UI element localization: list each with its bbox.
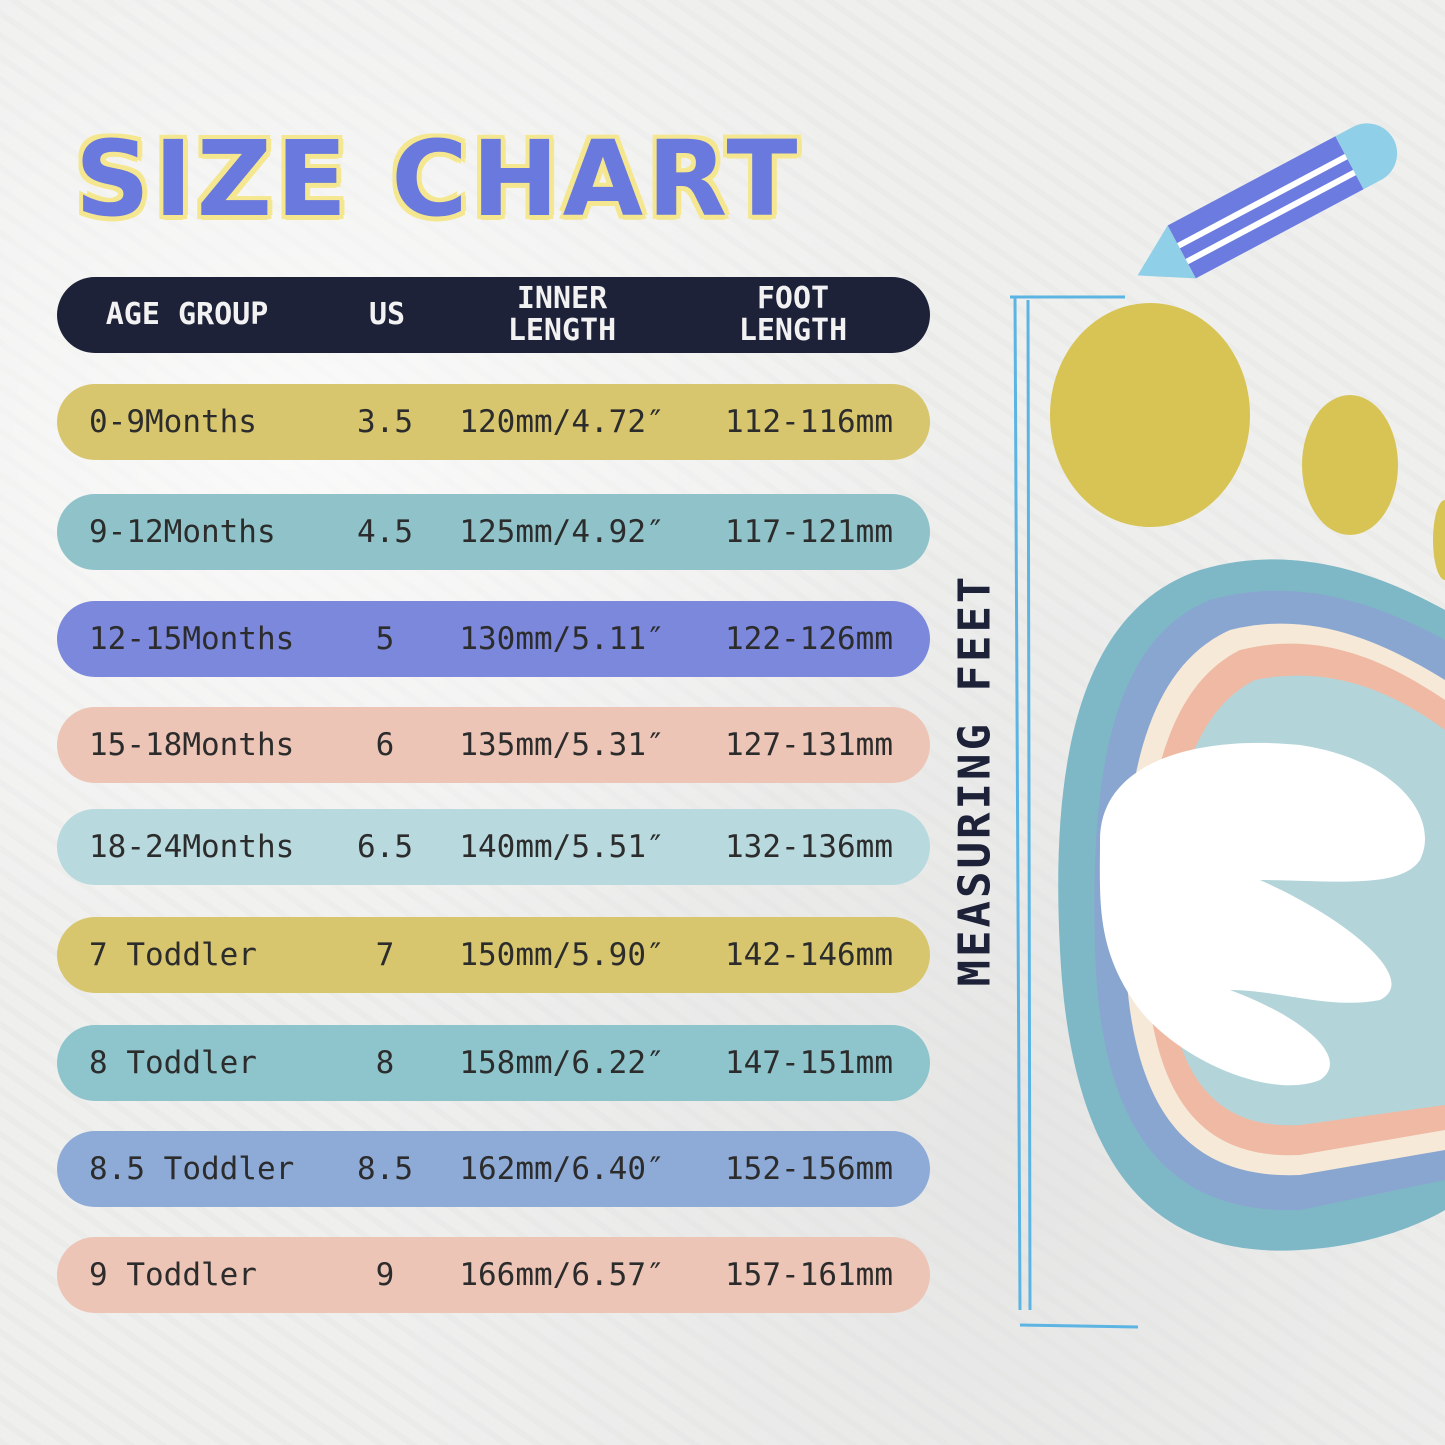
toe-2	[1302, 395, 1398, 535]
inner-length-cell: 150mm/5.90″	[459, 937, 665, 973]
table-row: 0-9Months 3.5 120mm/4.72″ 112-116mm	[57, 384, 930, 460]
toe-big	[1050, 303, 1250, 527]
inner-length-cell: 125mm/4.92″	[459, 514, 665, 550]
us-cell: 9	[375, 1257, 395, 1293]
inner-length-cell: 135mm/5.31″	[459, 727, 665, 763]
measuring-feet-label: MEASURING FEET	[949, 573, 1001, 987]
inner-length-cell: 120mm/4.72″	[459, 404, 665, 440]
pencil-icon	[1137, 123, 1398, 279]
page-title: SIZE CHART	[75, 118, 802, 240]
table-row: 12-15Months 5 130mm/5.11″ 122-126mm	[57, 601, 930, 677]
table-row: 9-12Months 4.5 125mm/4.92″ 117-121mm	[57, 494, 930, 570]
us-cell: 3.5	[357, 404, 413, 440]
header-age-group: AGE GROUP	[105, 297, 269, 332]
foot-length-cell: 142-146mm	[725, 937, 893, 973]
us-cell: 8	[375, 1045, 395, 1081]
table-row: 7 Toddler 7 150mm/5.90″ 142-146mm	[57, 917, 930, 993]
foot-length-cell: 147-151mm	[725, 1045, 893, 1081]
header-inner-length: INNER LENGTH	[507, 281, 617, 348]
toe-3	[1433, 500, 1445, 580]
age-cell: 9 Toddler	[89, 1257, 257, 1293]
foot-length-cell: 127-131mm	[725, 727, 893, 763]
us-cell: 6.5	[357, 829, 413, 865]
header-us: US	[368, 297, 406, 332]
foot-length-cell: 152-156mm	[725, 1151, 893, 1187]
age-cell: 9-12Months	[89, 514, 276, 550]
foot-length-cell: 112-116mm	[725, 404, 893, 440]
foot-length-cell: 157-161mm	[725, 1257, 893, 1293]
table-row: 9 Toddler 9 166mm/6.57″ 157-161mm	[57, 1237, 930, 1313]
foot-highlight	[1099, 742, 1425, 1086]
foot-length-cell: 122-126mm	[725, 621, 893, 657]
inner-length-cell: 130mm/5.11″	[459, 621, 665, 657]
table-row: 8 Toddler 8 158mm/6.22″ 147-151mm	[57, 1025, 930, 1101]
age-cell: 8 Toddler	[89, 1045, 257, 1081]
us-cell: 5	[375, 621, 395, 657]
age-cell: 15-18Months	[89, 727, 295, 763]
age-cell: 7 Toddler	[89, 937, 257, 973]
foot-length-cell: 132-136mm	[725, 829, 893, 865]
age-cell: 8.5 Toddler	[89, 1151, 295, 1187]
us-cell: 4.5	[357, 514, 413, 550]
us-cell: 6	[375, 727, 395, 763]
table-row: 15-18Months 6 135mm/5.31″ 127-131mm	[57, 707, 930, 783]
header-foot-length: FOOT LENGTH	[738, 281, 848, 348]
inner-length-cell: 162mm/6.40″	[459, 1151, 665, 1187]
age-cell: 18-24Months	[89, 829, 295, 865]
table-row: 8.5 Toddler 8.5 162mm/6.40″ 152-156mm	[57, 1131, 930, 1207]
inner-length-cell: 140mm/5.51″	[459, 829, 665, 865]
age-cell: 12-15Months	[89, 621, 295, 657]
us-cell: 8.5	[357, 1151, 413, 1187]
inner-length-cell: 158mm/6.22″	[459, 1045, 665, 1081]
age-cell: 0-9Months	[89, 404, 257, 440]
table-header: AGE GROUP US INNER LENGTH FOOT LENGTH	[57, 277, 930, 353]
us-cell: 7	[375, 937, 395, 973]
table-row: 18-24Months 6.5 140mm/5.51″ 132-136mm	[57, 809, 930, 885]
inner-length-cell: 166mm/6.57″	[459, 1257, 665, 1293]
foot-length-cell: 117-121mm	[725, 514, 893, 550]
measure-line	[1010, 295, 1139, 1329]
